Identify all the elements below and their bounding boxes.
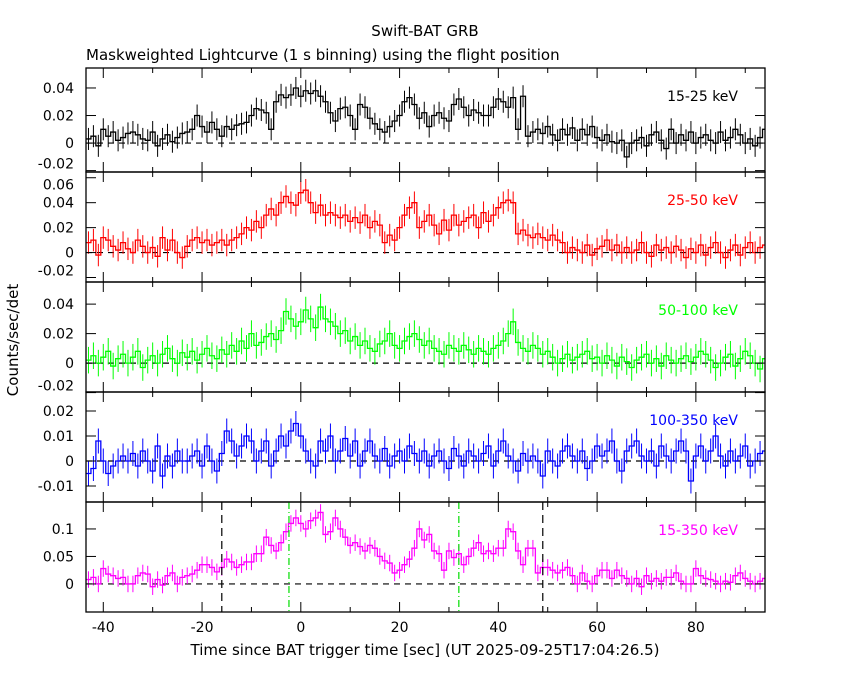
y-tick-label: -0.02: [38, 264, 74, 280]
y-tick-label: 0.04: [43, 81, 74, 97]
y-tick-label: 0.02: [43, 404, 74, 420]
y-axis-label: Counts/sec/det: [4, 284, 22, 397]
chart-title: Swift-BAT GRB: [371, 22, 478, 40]
panel-frame: [85, 501, 766, 613]
panel-frame: [85, 67, 766, 173]
panel-legend-label: 50-100 keV: [658, 303, 738, 319]
panel-frame: [85, 281, 766, 393]
x-tick-label: 20: [391, 620, 409, 636]
y-tick-label: 0.04: [43, 297, 74, 313]
panel-15-350-kev: 0 0.05 0.1 15-350 keV -40 -20 0 20 40 60 80: [43, 501, 766, 636]
y-tick-label: 0: [65, 454, 74, 470]
y-tick-label: 0.1: [52, 522, 74, 538]
y-tick-label: 0.02: [43, 109, 74, 125]
series-50-100 keV: [86, 293, 765, 383]
x-axis-label: Time since BAT trigger time [sec] (UT 20…: [190, 641, 660, 659]
x-tick-label: -20: [191, 620, 214, 636]
x-tick-label: -40: [92, 620, 115, 636]
panel-legend-label: 100-350 keV: [649, 413, 738, 429]
lightcurve-step: [86, 189, 765, 259]
x-tick-label: 60: [588, 620, 606, 636]
y-tick-label: 0: [65, 356, 74, 372]
panel-100-350-kev: -0.01 0 0.01 0.02 100-350 keV: [38, 391, 766, 503]
panel-legend-label: 15-350 keV: [658, 523, 738, 539]
y-tick-label: 0: [65, 577, 74, 593]
series-15-350 keV: [86, 504, 765, 595]
series-15-25 keV: [86, 76, 765, 168]
panel-legend-label: 25-50 keV: [667, 193, 738, 209]
lightcurve-step: [86, 422, 765, 482]
y-tick-label: 0.02: [43, 327, 74, 343]
y-tick-label: 0.02: [43, 221, 74, 237]
lightcurve-step: [86, 87, 765, 158]
panel-frame: [85, 171, 766, 283]
panel-15-25-kev: -0.02 0 0.02 0.04 15-25 keV: [38, 67, 766, 173]
y-tick-label: 0: [65, 136, 74, 152]
y-tick-label: -0.02: [38, 157, 74, 173]
y-tick-label: -0.01: [38, 479, 74, 495]
y-tick-label: 0.01: [43, 429, 74, 445]
y-tick-label: 0.05: [43, 549, 74, 565]
series-25-50 keV: [86, 178, 765, 269]
x-tick-label: 40: [489, 620, 507, 636]
y-tick-label: 0: [65, 246, 74, 262]
y-tick-label: -0.02: [38, 379, 74, 395]
series-100-350 keV: [86, 411, 765, 494]
panel-25-50-kev: -0.02 0 0.02 0.04 0.06 25-50 keV: [38, 171, 766, 283]
lightcurve-step: [86, 306, 765, 370]
y-tick-label: 0.06: [43, 178, 74, 194]
panel-legend-label: 15-25 keV: [667, 89, 738, 105]
panel-50-100-kev: -0.02 0 0.02 0.04 50-100 keV: [38, 281, 766, 395]
x-tick-label: 0: [296, 620, 305, 636]
x-tick-label: 80: [687, 620, 705, 636]
y-tick-label: 0.04: [43, 196, 74, 212]
chart-subtitle: Maskweighted Lightcurve (1 s binning) us…: [86, 46, 560, 64]
